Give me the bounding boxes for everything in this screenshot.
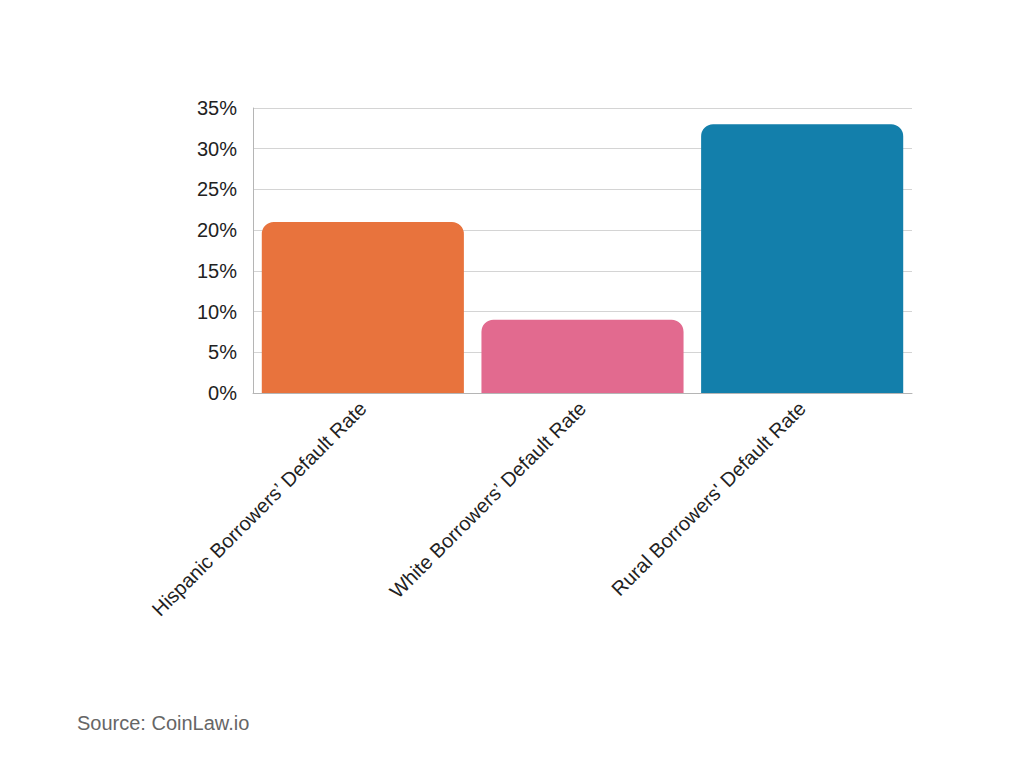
svg-text:15%: 15% bbox=[197, 260, 237, 282]
svg-text:Hispanic Borrowers’ Default Ra: Hispanic Borrowers’ Default Rate bbox=[147, 397, 370, 620]
svg-text:Rural Borrowers' Default Rate: Rural Borrowers' Default Rate bbox=[607, 397, 810, 600]
svg-text:10%: 10% bbox=[197, 301, 237, 323]
svg-text:5%: 5% bbox=[208, 341, 237, 363]
svg-text:25%: 25% bbox=[197, 178, 237, 200]
svg-text:White Borrowers’ Default Rate: White Borrowers’ Default Rate bbox=[385, 397, 590, 602]
svg-text:20%: 20% bbox=[197, 219, 237, 241]
svg-text:0%: 0% bbox=[208, 382, 237, 404]
svg-text:35%: 35% bbox=[197, 97, 237, 119]
svg-text:30%: 30% bbox=[197, 138, 237, 160]
svg-text:Source: CoinLaw.io: Source: CoinLaw.io bbox=[77, 712, 249, 734]
